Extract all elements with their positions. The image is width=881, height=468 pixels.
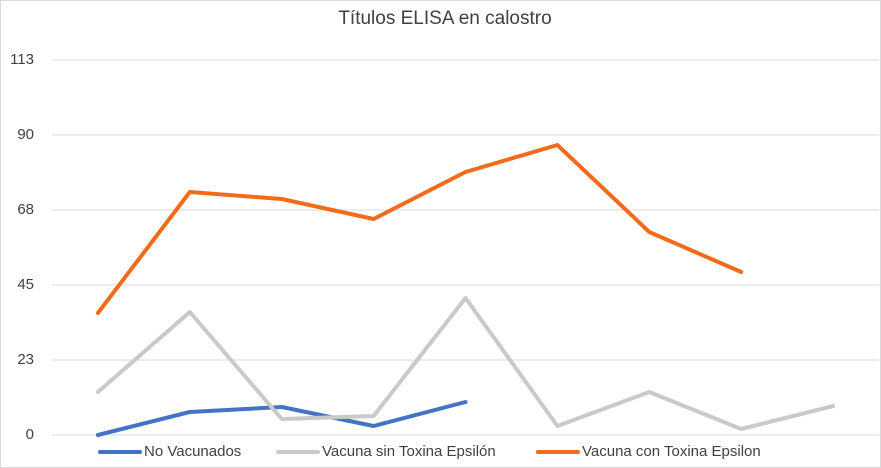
y-tick-label: 45 [17, 276, 34, 293]
y-tick-label: 0 [26, 426, 34, 443]
series-line [95, 143, 744, 315]
y-tick-label: 68 [17, 201, 34, 218]
legend-label: Vacuna sin Toxina Epsilón [322, 443, 496, 460]
chart-title: Títulos ELISA en calostro [338, 8, 551, 29]
series-line [95, 296, 836, 431]
legend-label: No Vacunados [144, 443, 241, 460]
series-line [95, 400, 468, 437]
y-tick-label: 90 [17, 126, 34, 143]
y-tick-label: 113 [10, 51, 34, 68]
y-tick-label: 23 [17, 351, 34, 368]
legend-label: Vacuna con Toxina Epsilon [582, 443, 761, 460]
